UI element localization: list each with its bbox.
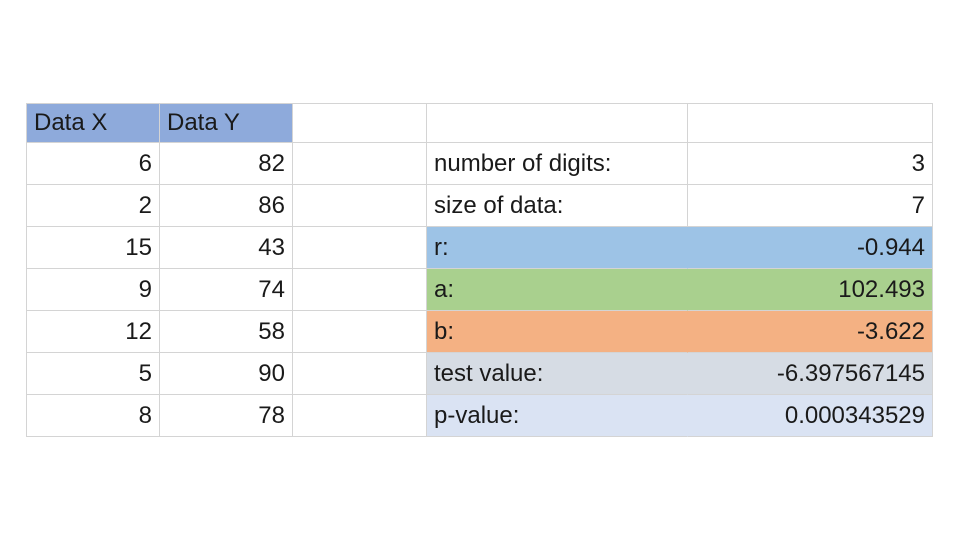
cell-data-x[interactable]: 9 — [26, 269, 160, 311]
label-b[interactable]: b: — [427, 311, 688, 353]
cell-data-y[interactable]: 58 — [160, 311, 293, 353]
table-row: 2 86 size of data: 7 — [26, 185, 933, 227]
cell-data-x[interactable]: 2 — [26, 185, 160, 227]
empty-cell[interactable] — [293, 395, 427, 437]
empty-cell[interactable] — [293, 143, 427, 185]
cell-data-x[interactable]: 5 — [26, 353, 160, 395]
cell-data-x[interactable]: 12 — [26, 311, 160, 353]
cell-data-x[interactable]: 15 — [26, 227, 160, 269]
value-size-of-data[interactable]: 7 — [688, 185, 933, 227]
empty-cell[interactable] — [293, 103, 427, 143]
value-number-of-digits[interactable]: 3 — [688, 143, 933, 185]
empty-cell[interactable] — [427, 103, 688, 143]
table-row: 8 78 p-value: 0.000343529 — [26, 395, 933, 437]
empty-cell[interactable] — [293, 269, 427, 311]
table-row: 9 74 a: 102.493 — [26, 269, 933, 311]
cell-data-y[interactable]: 43 — [160, 227, 293, 269]
cell-data-y[interactable]: 86 — [160, 185, 293, 227]
label-r[interactable]: r: — [427, 227, 688, 269]
spreadsheet-grid: Data X Data Y 6 82 number of digits: 3 2… — [26, 103, 933, 437]
header-row: Data X Data Y — [26, 103, 933, 143]
empty-cell[interactable] — [688, 103, 933, 143]
label-test-value[interactable]: test value: — [427, 353, 688, 395]
value-b[interactable]: -3.622 — [688, 311, 933, 353]
value-p-value[interactable]: 0.000343529 — [688, 395, 933, 437]
value-r[interactable]: -0.944 — [688, 227, 933, 269]
value-test-value[interactable]: -6.397567145 — [688, 353, 933, 395]
empty-cell[interactable] — [293, 353, 427, 395]
label-p-value[interactable]: p-value: — [427, 395, 688, 437]
header-data-y[interactable]: Data Y — [160, 103, 293, 143]
value-a[interactable]: 102.493 — [688, 269, 933, 311]
empty-cell[interactable] — [293, 311, 427, 353]
label-a[interactable]: a: — [427, 269, 688, 311]
label-number-of-digits[interactable]: number of digits: — [427, 143, 688, 185]
cell-data-y[interactable]: 82 — [160, 143, 293, 185]
table-row: 15 43 r: -0.944 — [26, 227, 933, 269]
label-size-of-data[interactable]: size of data: — [427, 185, 688, 227]
table-row: 6 82 number of digits: 3 — [26, 143, 933, 185]
header-data-x[interactable]: Data X — [26, 103, 160, 143]
cell-data-y[interactable]: 74 — [160, 269, 293, 311]
table-row: 5 90 test value: -6.397567145 — [26, 353, 933, 395]
cell-data-y[interactable]: 78 — [160, 395, 293, 437]
cell-data-y[interactable]: 90 — [160, 353, 293, 395]
cell-data-x[interactable]: 6 — [26, 143, 160, 185]
empty-cell[interactable] — [293, 227, 427, 269]
empty-cell[interactable] — [293, 185, 427, 227]
table-row: 12 58 b: -3.622 — [26, 311, 933, 353]
cell-data-x[interactable]: 8 — [26, 395, 160, 437]
